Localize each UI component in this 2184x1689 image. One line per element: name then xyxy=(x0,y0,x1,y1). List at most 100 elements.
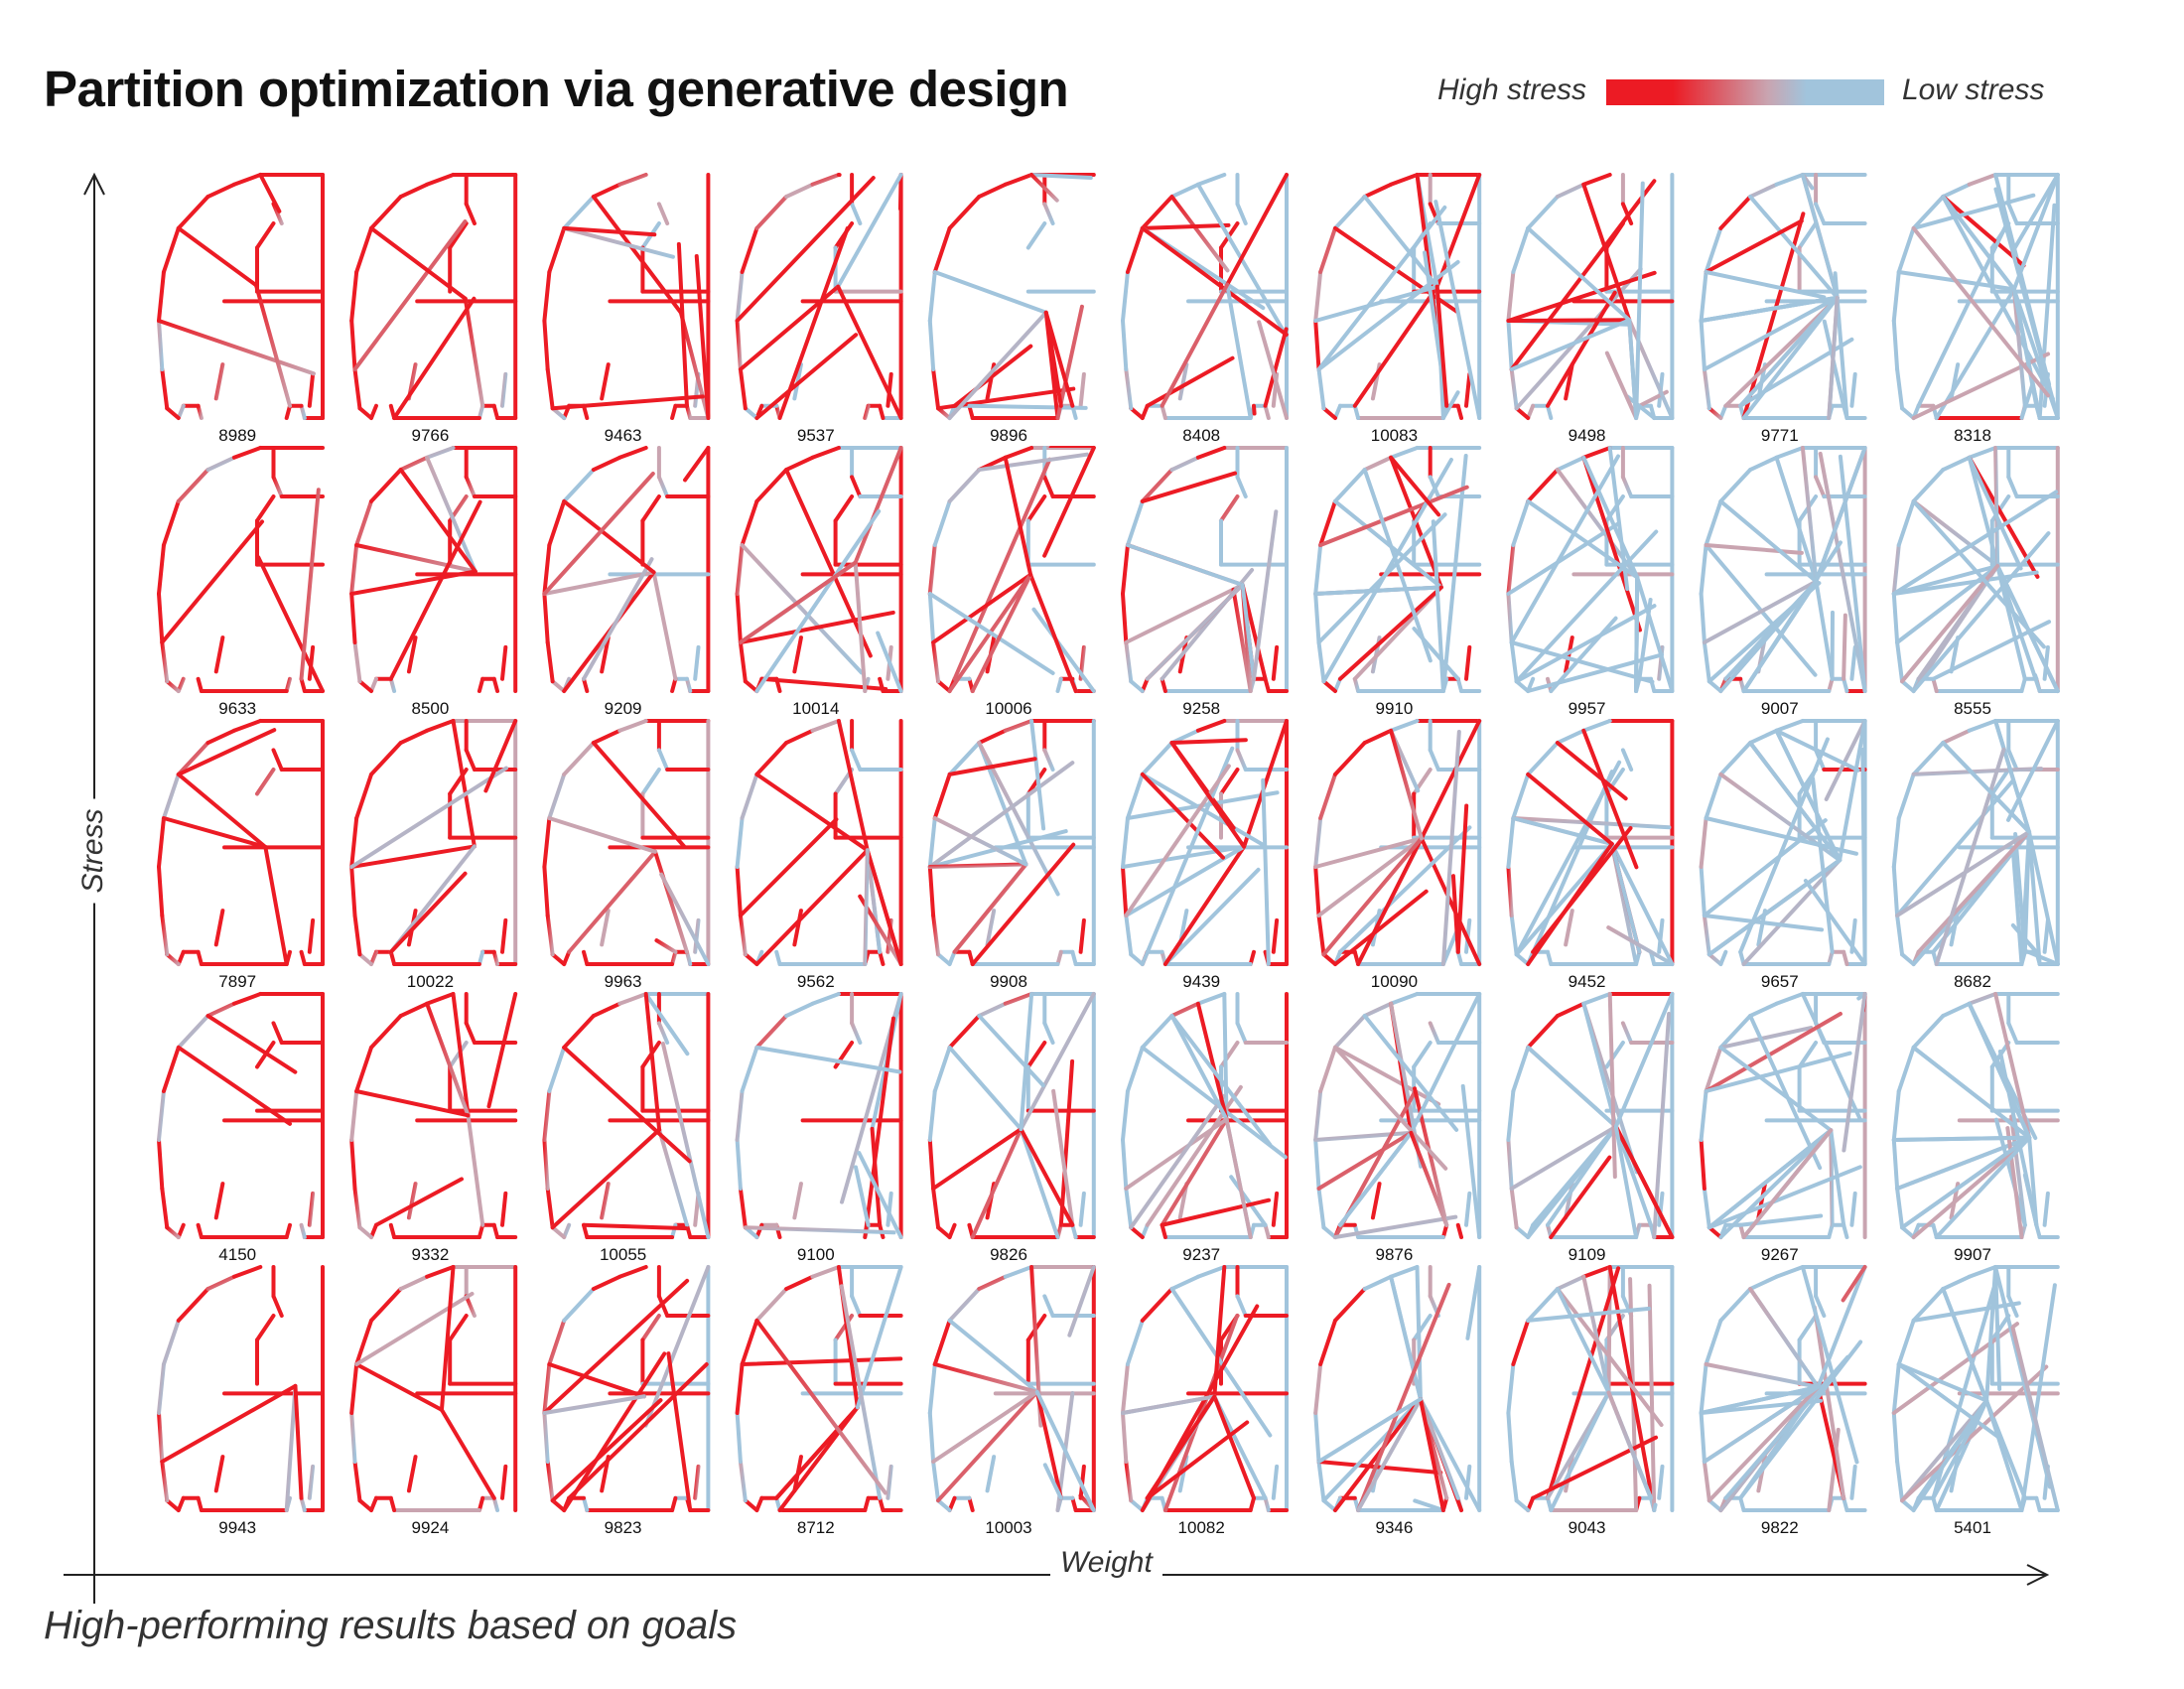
design-value-label: 7897 xyxy=(218,972,256,991)
partition-design xyxy=(157,1265,325,1512)
design-value-label: 9908 xyxy=(990,972,1027,991)
design-value-label: 9943 xyxy=(218,1518,256,1537)
partition-design xyxy=(927,173,1096,420)
design-value-label: 8989 xyxy=(218,426,256,445)
partition-design xyxy=(1506,719,1675,966)
partition-design xyxy=(1313,173,1482,420)
subtitle: High-performing results based on goals xyxy=(44,1604,738,1647)
design-value-label: 10014 xyxy=(792,699,839,718)
partition-design xyxy=(1699,173,1867,420)
design-value-label: 9237 xyxy=(1182,1245,1220,1264)
design-value-label: 9100 xyxy=(797,1245,835,1264)
partition-design xyxy=(927,446,1096,693)
design-value-label: 9924 xyxy=(411,1518,449,1537)
x-axis-label: Weight xyxy=(1050,1546,1162,1580)
design-value-label: 9346 xyxy=(1375,1518,1413,1537)
design-value-label: 9537 xyxy=(797,426,835,445)
design-value-label: 9766 xyxy=(411,426,449,445)
partition-design xyxy=(1699,992,1867,1239)
partition-design xyxy=(735,446,903,693)
partition-design xyxy=(157,719,325,966)
design-value-label: 9876 xyxy=(1375,1245,1413,1264)
partition-design xyxy=(542,173,711,420)
partition-design xyxy=(1506,992,1675,1239)
design-value-label: 9439 xyxy=(1182,972,1220,991)
partition-design xyxy=(349,1265,518,1512)
design-value-label: 9043 xyxy=(1569,1518,1606,1537)
partition-design xyxy=(1699,719,1867,966)
partition-design xyxy=(1699,1265,1867,1512)
partition-design xyxy=(542,992,711,1239)
partition-design xyxy=(735,1265,903,1512)
design-value-label: 9007 xyxy=(1761,699,1799,718)
design-value-label: 9633 xyxy=(218,699,256,718)
design-value-label: 5401 xyxy=(1954,1518,1991,1537)
design-value-label: 8682 xyxy=(1954,972,1991,991)
design-value-label: 9267 xyxy=(1761,1245,1799,1264)
stress-legend: High stress Low stress xyxy=(1430,71,2065,111)
design-value-label: 9657 xyxy=(1761,972,1799,991)
design-value-label: 9258 xyxy=(1182,699,1220,718)
y-axis-arrow-icon xyxy=(83,172,105,196)
partition-design xyxy=(735,173,903,420)
partition-design xyxy=(1313,719,1482,966)
partition-design xyxy=(349,446,518,693)
design-value-label: 10022 xyxy=(407,972,454,991)
design-value-label: 8318 xyxy=(1954,426,1991,445)
partition-design xyxy=(1506,1265,1675,1512)
legend-high-label: High stress xyxy=(1437,73,1587,106)
design-value-label: 10003 xyxy=(985,1518,1031,1537)
design-value-label: 9209 xyxy=(605,699,642,718)
design-value-label: 9771 xyxy=(1761,426,1799,445)
partition-design xyxy=(1699,446,1867,693)
partition-design xyxy=(1506,446,1675,693)
legend-low-label: Low stress xyxy=(1902,73,2045,106)
design-value-label: 9562 xyxy=(797,972,835,991)
design-value-label: 9109 xyxy=(1569,1245,1606,1264)
x-axis-arrow-icon xyxy=(2026,1564,2050,1586)
partition-design xyxy=(1891,992,2060,1239)
partition-design xyxy=(1313,1265,1482,1512)
partition-design xyxy=(1313,992,1482,1239)
design-value-label: 10083 xyxy=(1371,426,1418,445)
partition-design xyxy=(1121,992,1289,1239)
partition-design xyxy=(1891,173,2060,420)
design-value-label: 9963 xyxy=(605,972,642,991)
partition-design xyxy=(927,1265,1096,1512)
legend-gradient-bar xyxy=(1606,79,1884,105)
design-value-label: 9910 xyxy=(1375,699,1413,718)
partition-design xyxy=(1121,719,1289,966)
partition-design xyxy=(157,173,325,420)
design-value-label: 8712 xyxy=(797,1518,835,1537)
partition-design xyxy=(735,719,903,966)
partition-design xyxy=(1313,446,1482,693)
design-value-label: 9957 xyxy=(1569,699,1606,718)
design-value-label: 8555 xyxy=(1954,699,1991,718)
partition-design xyxy=(1506,173,1675,420)
partition-design xyxy=(157,446,325,693)
design-value-label: 10006 xyxy=(985,699,1031,718)
design-value-label: 9896 xyxy=(990,426,1027,445)
design-value-label: 9498 xyxy=(1569,426,1606,445)
design-value-label: 4150 xyxy=(218,1245,256,1264)
design-value-label: 8500 xyxy=(411,699,449,718)
partition-design xyxy=(1891,719,2060,966)
design-value-label: 10055 xyxy=(600,1245,646,1264)
partition-design xyxy=(542,719,711,966)
design-value-label: 9822 xyxy=(1761,1518,1799,1537)
partition-design xyxy=(927,992,1096,1239)
design-value-label: 9907 xyxy=(1954,1245,1991,1264)
design-value-label: 9823 xyxy=(605,1518,642,1537)
design-value-label: 9332 xyxy=(411,1245,449,1264)
partition-design xyxy=(735,992,903,1239)
partition-design xyxy=(1121,446,1289,693)
partition-design xyxy=(1891,1265,2060,1512)
design-value-label: 9452 xyxy=(1569,972,1606,991)
partition-design xyxy=(1891,446,2060,693)
design-value-label: 10090 xyxy=(1371,972,1418,991)
design-value-label: 9826 xyxy=(990,1245,1027,1264)
partition-design xyxy=(927,719,1096,966)
partition-design xyxy=(349,173,518,420)
partition-design xyxy=(349,719,518,966)
